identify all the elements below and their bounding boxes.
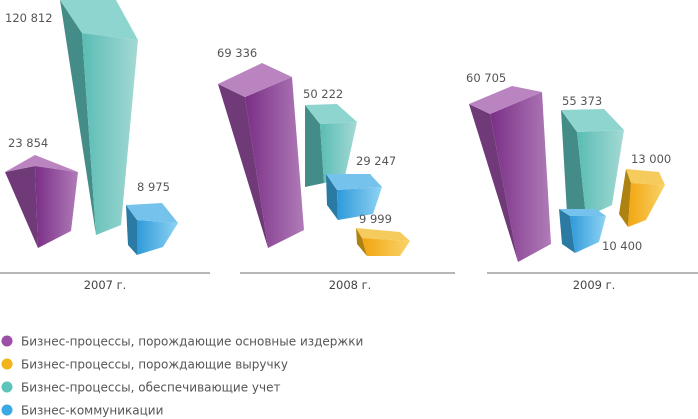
category-label-2: 2009 г. (573, 278, 616, 292)
value-label-revenue-2: 13 000 (631, 152, 671, 166)
value-label-costs-1: 69 336 (217, 46, 257, 60)
value-label-accounting-0: 120 812 (5, 11, 53, 25)
bar-front-face (137, 220, 178, 255)
bar-top-face (5, 155, 78, 172)
bar-accounting-2 (561, 109, 624, 217)
bar-front-face (490, 92, 551, 262)
bar-communications-2 (559, 209, 606, 253)
legend-marker (1, 358, 13, 370)
bar-top-face (626, 169, 665, 185)
bar-side-face (469, 104, 518, 262)
value-label-communications-1: 29 247 (356, 154, 396, 168)
bar-accounting-1 (305, 104, 357, 187)
bar-top-face (561, 109, 624, 132)
bar-side-face (218, 84, 268, 248)
legend: Бизнес-процессы, порождающие основные из… (1, 335, 363, 418)
bar-top-face (126, 203, 178, 223)
bar-side-face (5, 166, 38, 248)
legend-marker (1, 335, 13, 347)
bar-side-face (561, 110, 586, 217)
value-label-revenue-1: 9 999 (359, 212, 392, 226)
legend-item-revenue: Бизнес-процессы, порождающие выручку (1, 358, 288, 372)
bar-accounting-0 (60, 0, 138, 235)
bar-side-face (356, 228, 367, 256)
bar-top-face (469, 86, 542, 114)
value-label-costs-0: 23 854 (8, 136, 48, 150)
bar-front-face (577, 130, 624, 217)
bar-top-face (218, 63, 292, 97)
legend-item-communications: Бизнес-коммуникации (1, 404, 163, 418)
legend-label: Бизнес-процессы, порождающие выручку (21, 358, 288, 372)
bar-front-face (362, 238, 410, 256)
bar-side-face (305, 105, 324, 187)
value-label-accounting-1: 50 222 (303, 87, 343, 101)
value-label-costs-2: 60 705 (466, 71, 506, 85)
legend-label: Бизнес-процессы, порождающие основные из… (21, 335, 363, 349)
bar-costs-0 (5, 155, 78, 248)
bar-costs-1 (218, 63, 304, 248)
bars-layer (5, 0, 665, 262)
bar-side-face (60, 0, 96, 235)
legend-marker (1, 404, 13, 416)
legend-marker (1, 381, 13, 393)
bar-front-face (320, 122, 357, 183)
bar-revenue-1 (356, 228, 410, 256)
bar-side-face (326, 174, 338, 220)
bar-top-face (305, 104, 357, 124)
value-label-accounting-2: 55 373 (562, 94, 602, 108)
bar-side-face (619, 169, 631, 227)
bar-top-face (326, 174, 382, 190)
legend-label: Бизнес-процессы, обеспечивающие учет (21, 381, 280, 395)
bar-top-face (559, 209, 606, 216)
bar-front-face (82, 33, 138, 235)
bar-costs-2 (469, 86, 551, 262)
value-labels-layer: 23 854 120 812 8 975 69 336 50 222 29 247 9 99… (5, 11, 671, 253)
legend-item-costs: Бизнес-процессы, порождающие основные из… (1, 335, 363, 349)
bar-front-face (245, 77, 304, 248)
bar-revenue-2 (619, 169, 665, 227)
bar-front-face (337, 187, 382, 220)
bar-front-face (35, 166, 78, 248)
bar-front-face (628, 183, 665, 227)
bar-side-face (559, 209, 575, 253)
value-label-communications-2: 10 400 (602, 239, 642, 253)
bar-communications-1 (326, 174, 382, 220)
bar-top-face (356, 228, 410, 241)
bar-side-face (126, 205, 137, 255)
legend-label: Бизнес-коммуникации (21, 404, 163, 418)
legend-item-accounting: Бизнес-процессы, обеспечивающие учет (1, 381, 280, 395)
value-label-communications-0: 8 975 (137, 180, 170, 194)
year-axes-layer: 2007 г. 2008 г. 2009 г. (0, 272, 698, 292)
bar-front-face (570, 216, 606, 253)
category-label-1: 2008 г. (329, 278, 372, 292)
category-label-0: 2007 г. (84, 278, 127, 292)
bar-communications-0 (126, 203, 178, 255)
bar-top-face (60, 0, 138, 40)
